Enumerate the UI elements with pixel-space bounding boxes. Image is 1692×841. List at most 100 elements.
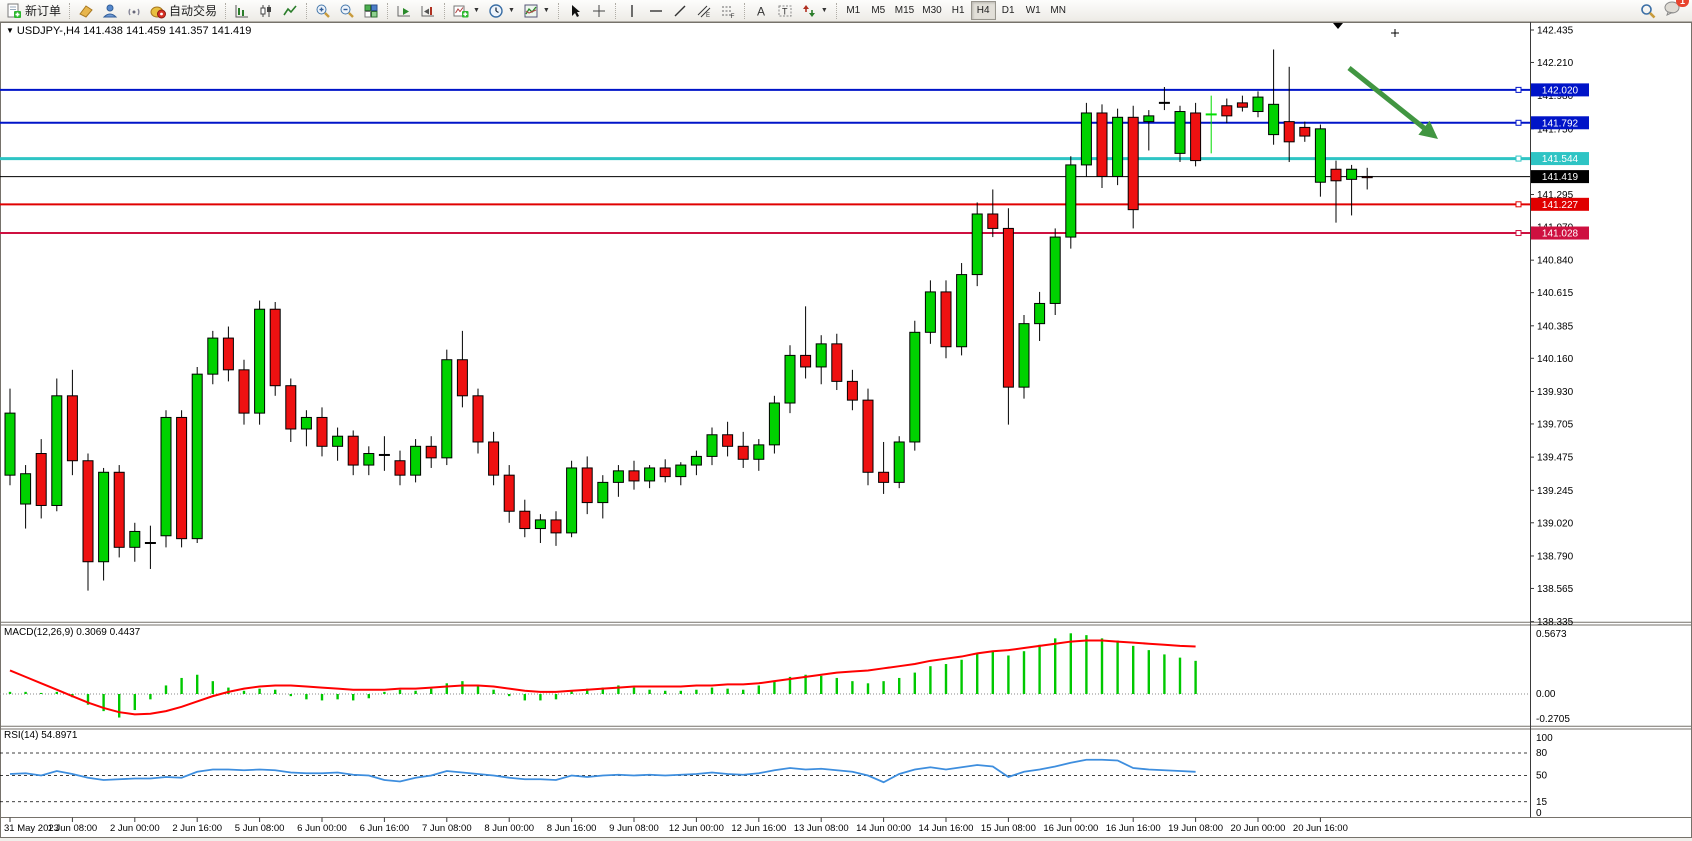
zoom-in-button[interactable]: [311, 1, 335, 20]
svg-text:139.930: 139.930: [1537, 387, 1574, 398]
tile-windows-button[interactable]: [359, 1, 383, 20]
crosshair-icon: [591, 3, 607, 19]
toolbar-separator: [557, 2, 559, 19]
timeframe-button-w1[interactable]: W1: [1025, 5, 1041, 16]
templates-button[interactable]: ▼: [519, 1, 554, 20]
line-chart-button[interactable]: [278, 1, 302, 20]
arrows-button[interactable]: ▼: [797, 1, 832, 20]
price-badge-141.544: [1531, 152, 1589, 166]
autotrade-icon: [150, 3, 167, 19]
timeframe-button-h4[interactable]: H4: [970, 1, 996, 20]
macd-scale: 0.5673 0.00 -0.2705: [1536, 629, 1570, 725]
chart-shift-marker[interactable]: [1333, 23, 1343, 29]
svg-text:14 Jun 16:00: 14 Jun 16:00: [919, 823, 974, 834]
trendline-icon: [672, 3, 688, 19]
horizontal-level-lines[interactable]: [0, 86, 1530, 237]
svg-text:A: A: [757, 4, 765, 18]
chart-ohlc-values: 141.438 141.459 141.357 141.419: [83, 25, 252, 37]
new-order-button[interactable]: 新订单: [2, 1, 65, 20]
periods-button[interactable]: ▼: [484, 1, 519, 20]
candlestick-chart-button[interactable]: [254, 1, 278, 20]
chevron-down-icon[interactable]: ▼: [507, 7, 515, 14]
chevron-down-icon[interactable]: ▼: [542, 7, 550, 14]
notification-badge: 1: [1675, 0, 1689, 7]
timeframe-button-mn[interactable]: MN: [1050, 5, 1066, 16]
hline-icon: [648, 3, 664, 19]
new-order-button-label: 新订单: [25, 4, 62, 18]
svg-text:6 Jun 00:00: 6 Jun 00:00: [297, 823, 347, 834]
zoom-out-button[interactable]: [335, 1, 359, 20]
chart-shift-button[interactable]: [416, 1, 440, 20]
svg-text:142.210: 142.210: [1537, 58, 1574, 69]
svg-text:14 Jun 00:00: 14 Jun 00:00: [856, 823, 911, 834]
publisher-button[interactable]: [98, 1, 122, 20]
svg-text:100: 100: [1536, 733, 1553, 744]
svg-text:16 Jun 00:00: 16 Jun 00:00: [1043, 823, 1098, 834]
publisher-icon: [102, 3, 118, 19]
svg-text:138.335: 138.335: [1537, 617, 1574, 628]
notifications-icon[interactable]: 1: [1664, 0, 1689, 21]
svg-text:141.792: 141.792: [1542, 118, 1579, 129]
chevron-down-icon[interactable]: ▼: [820, 7, 828, 14]
svg-text:0.5673: 0.5673: [1536, 629, 1567, 640]
macd-pane: 0.5673 0.00 -0.2705: [0, 629, 1570, 725]
toolbar-separator: [306, 2, 308, 19]
svg-text:13 Jun 08:00: 13 Jun 08:00: [794, 823, 849, 834]
svg-text:141.295: 141.295: [1537, 190, 1574, 201]
svg-text:6 Jun 16:00: 6 Jun 16:00: [360, 823, 410, 834]
trendline-button[interactable]: [668, 1, 692, 20]
toolbar-separator: [69, 2, 71, 19]
text-button[interactable]: A: [749, 1, 773, 20]
svg-text:20 Jun 00:00: 20 Jun 00:00: [1231, 823, 1286, 834]
toolbar-right-tools: 1: [1640, 0, 1690, 21]
timeframe-button-m15[interactable]: M15: [894, 5, 915, 16]
toolbar-separator: [614, 2, 616, 19]
svg-text:16 Jun 16:00: 16 Jun 16:00: [1106, 823, 1161, 834]
autotrading-button[interactable]: 自动交易: [146, 1, 221, 20]
svg-text:139.020: 139.020: [1537, 518, 1574, 529]
svg-text:15 Jun 08:00: 15 Jun 08:00: [981, 823, 1036, 834]
svg-text:E: E: [706, 13, 710, 19]
search-icon[interactable]: [1640, 3, 1656, 19]
auto-scroll-button[interactable]: [392, 1, 416, 20]
channel-button[interactable]: E: [692, 1, 716, 20]
vertical-line-button[interactable]: [620, 1, 644, 20]
cursor-button[interactable]: [563, 1, 587, 20]
timeframe-button-m1[interactable]: M1: [846, 5, 861, 16]
indicators-button[interactable]: ▼: [449, 1, 484, 20]
fibonacci-button[interactable]: F: [716, 1, 740, 20]
svg-text:140.160: 140.160: [1537, 354, 1574, 365]
macd-histogram: [8, 633, 1197, 718]
signal-button[interactable]: [122, 1, 146, 20]
svg-text:141.227: 141.227: [1542, 200, 1579, 211]
svg-text:9 Jun 08:00: 9 Jun 08:00: [609, 823, 659, 834]
price-badge-141.792: [1531, 116, 1589, 130]
svg-text:50: 50: [1536, 771, 1548, 782]
bar-chart-button[interactable]: [230, 1, 254, 20]
svg-text:142.020: 142.020: [1542, 85, 1579, 96]
crosshair-button[interactable]: [587, 1, 611, 20]
timeframe-button-m30[interactable]: M30: [922, 5, 942, 16]
candlestick-icon: [258, 3, 274, 19]
svg-text:19 Jun 08:00: 19 Jun 08:00: [1168, 823, 1223, 834]
trend-arrow[interactable]: [1347, 66, 1438, 139]
horizontal-line-button[interactable]: [644, 1, 668, 20]
label-button[interactable]: T: [773, 1, 797, 20]
svg-text:20 Jun 16:00: 20 Jun 16:00: [1293, 823, 1348, 834]
pane-separators[interactable]: [0, 621, 1692, 818]
chart-tag-button[interactable]: [74, 1, 98, 20]
object-anchor-icon: [1391, 29, 1399, 37]
chevron-down-icon[interactable]: ▼: [473, 7, 480, 14]
templates-icon: [523, 3, 539, 19]
timeframe-button-m5[interactable]: M5: [871, 5, 886, 16]
svg-text:139.705: 139.705: [1537, 419, 1574, 430]
timeframe-button-h1[interactable]: H1: [951, 5, 965, 16]
tile-windows-icon: [363, 3, 379, 19]
svg-text:80: 80: [1536, 748, 1548, 759]
timeframe-button-d1[interactable]: D1: [1001, 5, 1015, 16]
svg-text:0.00: 0.00: [1536, 689, 1556, 700]
zoom-in-icon: [315, 3, 331, 19]
chart-menu-icon[interactable]: ▼: [6, 26, 14, 35]
